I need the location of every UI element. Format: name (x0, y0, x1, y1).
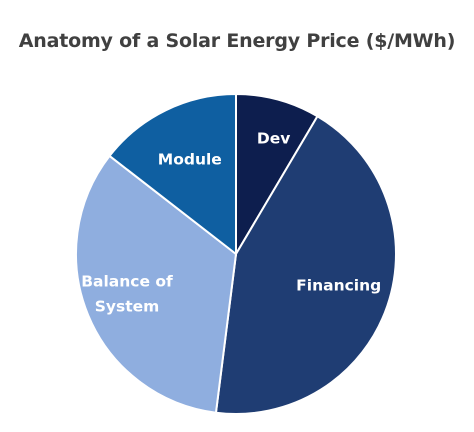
pie-slices (75, 92, 397, 415)
pie-slice-financing (214, 114, 397, 415)
pie-slice-balance-of-system (75, 154, 238, 414)
pie-label-module: Module (158, 151, 222, 169)
pie-label-balance-of-system: Balance of System (81, 273, 173, 316)
pie-label-financing: Financing (296, 277, 381, 295)
chart-title: Anatomy of a Solar Energy Price ($/MWh) (18, 30, 456, 52)
pie-slice-module (108, 92, 237, 257)
pie-slice-dev (235, 92, 319, 258)
pie-labels: Dev Financing Balance of System Module (81, 129, 381, 315)
pie-label-dev: Dev (257, 129, 290, 147)
